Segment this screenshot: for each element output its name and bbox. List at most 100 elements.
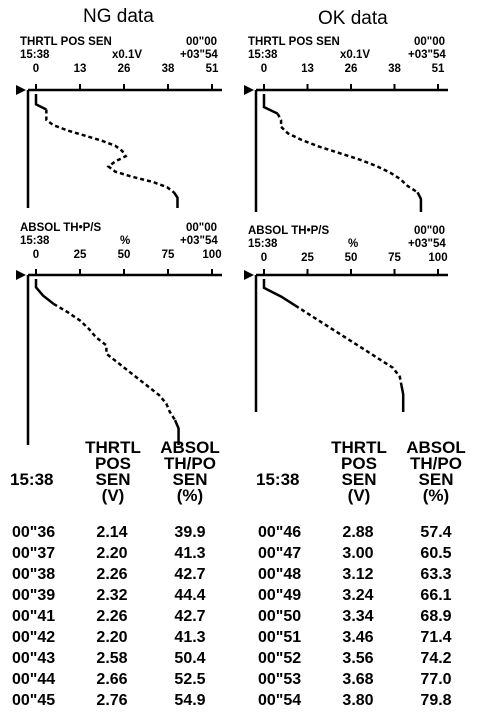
ng-throttle-trace-line xyxy=(45,109,175,194)
ok-absolute-tick-label: 0 xyxy=(260,252,268,264)
table-row-percent: 71.4 xyxy=(420,629,452,646)
ok-absolute-time-end: +03"54 xyxy=(408,238,446,250)
table-col-absol-header: TH/PO xyxy=(164,454,216,473)
table-row-time: 00"47 xyxy=(258,545,302,562)
ok-panel-title: OK data xyxy=(318,8,388,29)
ok-throttle-pointer-icon xyxy=(244,85,254,95)
ng-absolute-tick-label: 50 xyxy=(117,249,131,261)
ok-throttle-tick-label: 26 xyxy=(344,63,358,75)
table-col-absol-header: SEN xyxy=(418,470,454,489)
table-row-voltage: 2.88 xyxy=(342,524,374,541)
table-row-voltage: 2.58 xyxy=(96,650,128,667)
table-row-time: 00"49 xyxy=(258,587,302,604)
ok-throttle-trace-start xyxy=(262,94,279,115)
table-row-percent: 74.2 xyxy=(420,650,452,667)
table-row-voltage: 3.24 xyxy=(342,587,374,604)
ng-throttle-time-end: +03"54 xyxy=(180,49,218,61)
table-row-voltage: 2.66 xyxy=(96,671,128,688)
table-row-voltage: 2.14 xyxy=(96,524,128,541)
ng-throttle-unit: x0.1V xyxy=(112,49,143,61)
ng-absolute-unit: % xyxy=(120,235,131,247)
table-row-time: 00"41 xyxy=(12,608,56,625)
ng-throttle-trace-end xyxy=(172,191,179,208)
table-row-time: 00"38 xyxy=(12,566,56,583)
table-col-thrtl-header: POS xyxy=(341,454,377,473)
table-row-voltage: 2.32 xyxy=(96,587,128,604)
ok-absolute-tick-label: 50 xyxy=(344,252,358,264)
table-row-time: 00"42 xyxy=(12,629,56,646)
ng-absolute-trace-start xyxy=(34,279,55,305)
ok-throttle-tick-label: 0 xyxy=(260,63,268,75)
table-row-time: 00"43 xyxy=(12,650,56,667)
table-col-absol-header: (%) xyxy=(176,486,204,505)
table-row-time: 00"39 xyxy=(12,587,56,604)
table-row-time: 00"36 xyxy=(12,524,56,541)
ng-throttle-time: 15:38 xyxy=(20,49,50,61)
table-row-percent: 77.0 xyxy=(420,671,452,688)
ok-absolute-trace-line xyxy=(294,304,403,386)
ng-throttle-pointer-icon xyxy=(16,85,26,95)
ok-throttle-tick-label: 13 xyxy=(301,63,314,75)
table-row-percent: 42.7 xyxy=(174,608,206,625)
ng-throttle-time-start: 00"00 xyxy=(186,36,218,48)
ok-throttle-label: THRTL POS SEN xyxy=(248,36,340,48)
table-col-absol-header: TH/PO xyxy=(410,454,462,473)
table-col-thrtl-header: (V) xyxy=(347,486,371,505)
table-row-percent: 42.7 xyxy=(174,566,206,583)
table-time-header: 15:38 xyxy=(10,470,54,489)
table-row-percent: 79.8 xyxy=(420,692,452,709)
table-time-header: 15:38 xyxy=(256,470,300,489)
table-row-time: 00"37 xyxy=(12,545,56,562)
table-row-percent: 50.4 xyxy=(174,650,206,667)
ng-absolute-trace-line xyxy=(52,302,177,421)
table-col-thrtl-header: POS xyxy=(95,454,131,473)
ok-absolute-unit: % xyxy=(348,238,359,250)
ok-absolute-pointer-icon xyxy=(244,270,254,280)
ok-absolute-trace-end xyxy=(400,385,405,412)
ok-absolute-time: 15:38 xyxy=(248,238,278,250)
table-row-voltage: 3.34 xyxy=(342,608,374,625)
table-col-thrtl-header: (V) xyxy=(101,486,125,505)
table-row-percent: 57.4 xyxy=(420,524,452,541)
table-col-thrtl-header: THRTL xyxy=(85,438,141,457)
ng-data-table: 15:38 THRTL POS SEN (V) ABSOL TH/PO SEN (%) 00"36… xyxy=(10,438,250,718)
ng-throttle-tick-label: 51 xyxy=(205,63,219,75)
ok-throttle-unit: x0.1V xyxy=(340,49,371,61)
ng-absolute-tick-label: 25 xyxy=(73,249,87,261)
ng-absolute-time: 15:38 xyxy=(20,235,50,247)
ok-absolute-time-start: 00"00 xyxy=(414,225,446,237)
ng-panel-title: NG data xyxy=(83,6,154,27)
table-row-percent: 54.9 xyxy=(174,692,206,709)
ng-absolute-pointer-icon xyxy=(16,270,26,280)
ok-throttle-trace-end xyxy=(416,191,423,212)
table-row-voltage: 3.56 xyxy=(342,650,374,667)
table-row-percent: 60.5 xyxy=(420,545,452,562)
table-col-thrtl-header: SEN xyxy=(341,470,377,489)
table-row-percent: 63.3 xyxy=(420,566,452,583)
ok-throttle-time-start: 00"00 xyxy=(414,36,446,48)
table-row-percent: 66.1 xyxy=(420,587,452,604)
table-row-time: 00"45 xyxy=(12,692,56,709)
table-col-absol-header: (%) xyxy=(422,486,450,505)
ng-absolute-tick-label: 0 xyxy=(32,249,40,261)
table-row-time: 00"48 xyxy=(258,566,302,583)
table-row-time: 00"52 xyxy=(258,650,302,667)
ok-absolute-tick-label: 75 xyxy=(388,252,401,264)
table-row-voltage: 3.00 xyxy=(342,545,374,562)
table-row-voltage: 3.12 xyxy=(342,566,374,583)
table-row-voltage: 3.68 xyxy=(342,671,374,688)
table-row-time: 00"53 xyxy=(258,671,302,688)
ng-throttle-tick-label: 0 xyxy=(32,63,40,75)
table-row-percent: 41.3 xyxy=(174,545,206,562)
ng-absolute-tick-label: 75 xyxy=(161,249,175,261)
table-col-absol-header: ABSOL xyxy=(406,438,466,457)
table-row-voltage: 3.80 xyxy=(342,692,374,709)
table-row-time: 00"54 xyxy=(258,692,302,709)
table-row-time: 00"51 xyxy=(258,629,302,646)
table-col-thrtl-header: SEN xyxy=(95,470,131,489)
ng-absolute-trace-end xyxy=(173,419,180,445)
ok-throttle-time: 15:38 xyxy=(248,49,278,61)
ng-throttle-tick-label: 38 xyxy=(161,63,175,75)
table-row-percent: 41.3 xyxy=(174,629,206,646)
